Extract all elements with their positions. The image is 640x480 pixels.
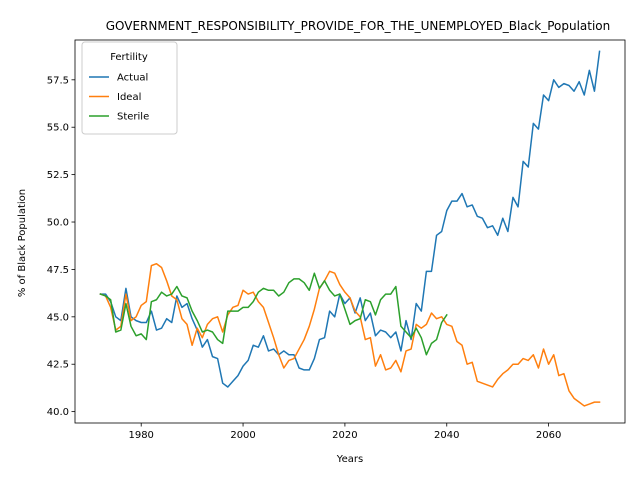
y-tick-label: 42.5	[47, 360, 69, 371]
x-tick-label: 2040	[434, 430, 459, 441]
x-tick-label: 2060	[536, 430, 561, 441]
x-tick-label: 2020	[332, 430, 357, 441]
legend-label-actual: Actual	[117, 73, 148, 84]
y-tick-label: 55.0	[47, 123, 69, 134]
legend: Fertility Actual Ideal Sterile	[81, 41, 178, 135]
legend-title: Fertility	[110, 52, 148, 63]
y-tick-label: 52.5	[47, 170, 69, 181]
x-axis-label: Years	[336, 454, 363, 465]
legend-entries: Actual Ideal Sterile	[89, 73, 149, 123]
chart-title: GOVERNMENT_RESPONSIBILITY_PROVIDE_FOR_TH…	[106, 19, 611, 33]
legend-box	[81, 41, 178, 135]
y-axis-label: % of Black Population	[17, 189, 28, 297]
plot-lines	[99, 50, 601, 407]
x-tick-label: 1980	[128, 430, 153, 441]
y-tick-label: 57.5	[47, 75, 69, 86]
series-line-sterile	[99, 272, 448, 356]
x-tick-label: 2000	[230, 430, 255, 441]
y-axis-ticks: 40.0 42.5 45.0 47.5 50.0 52.5 55.0 57.5	[47, 75, 75, 418]
y-tick-label: 40.0	[47, 407, 69, 418]
y-tick-label: 47.5	[47, 265, 69, 276]
x-axis-ticks: 1980 2000 2020 2040 2060	[128, 423, 561, 441]
series-line-ideal	[99, 262, 601, 407]
legend-label-ideal: Ideal	[117, 92, 141, 103]
legend-label-sterile: Sterile	[117, 112, 149, 123]
plot-frame	[74, 39, 626, 424]
y-tick-label: 50.0	[47, 218, 69, 229]
y-tick-label: 45.0	[47, 312, 69, 323]
